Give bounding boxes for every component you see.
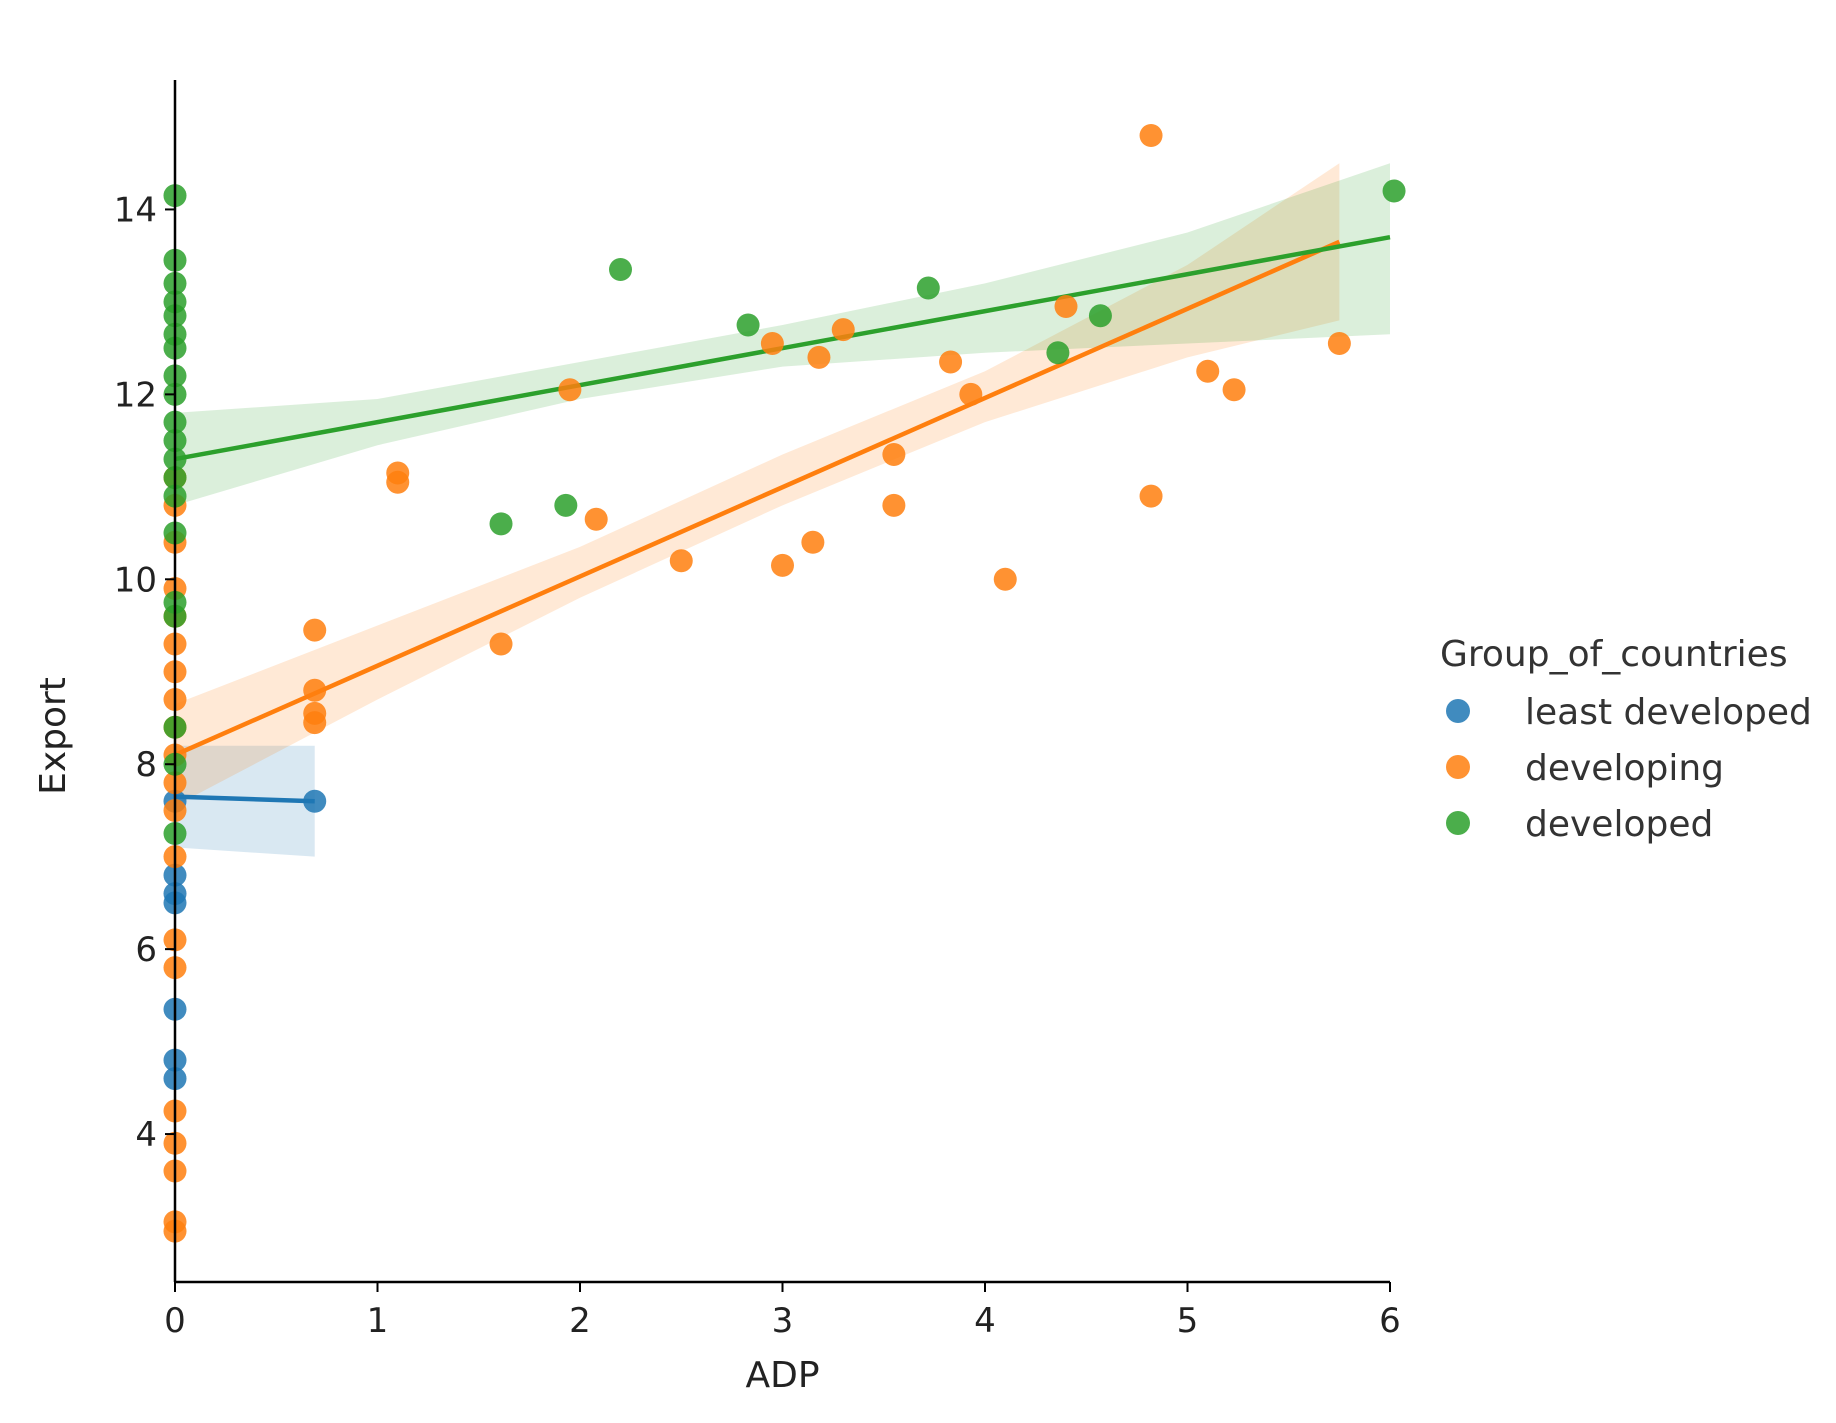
- developed-data-point: [1088, 304, 1112, 328]
- developed-legend-marker: [1446, 811, 1470, 835]
- developing-data-point: [807, 345, 831, 369]
- least-developed-legend-marker: [1446, 699, 1470, 723]
- developing-data-point: [1222, 378, 1246, 402]
- least-developed-regression-line: [174, 794, 315, 804]
- developing-data-point: [489, 632, 513, 656]
- developing-data-point: [1196, 359, 1220, 383]
- x-tick-label: 3: [772, 1301, 794, 1341]
- least-developed-confidence-band: [175, 745, 315, 857]
- developing-data-point: [882, 442, 906, 466]
- developing-regression-line: [174, 239, 1341, 758]
- x-tick-label: 0: [164, 1301, 186, 1341]
- developing-data-point: [959, 382, 983, 406]
- y-tick-label: 14: [114, 190, 157, 230]
- developing-data-point: [558, 378, 582, 402]
- developing-data-point: [1327, 332, 1351, 356]
- developed-legend-label: developed: [1525, 804, 1713, 845]
- developed-data-point: [489, 512, 513, 536]
- developing-data-point: [1054, 295, 1078, 319]
- legend: Group_of_countries least developed develo…: [1440, 634, 1812, 845]
- y-ticks: 4 6 8 10 12 14: [114, 190, 175, 1155]
- developed-data-point: [609, 258, 632, 282]
- y-tick-label: 8: [135, 745, 157, 785]
- y-tick-label: 10: [114, 560, 157, 600]
- developed-confidence-band: [175, 163, 1390, 506]
- developing-confidence-band: [175, 163, 1340, 806]
- developed-data-point: [1046, 341, 1070, 365]
- developing-data-point: [303, 711, 327, 735]
- confidence-bands: [175, 163, 1390, 857]
- y-axis-label: Export: [33, 677, 74, 795]
- developed-data-point: [736, 313, 760, 337]
- x-ticks: 0 1 2 3 4 5 6: [164, 1282, 1401, 1341]
- developed-data-point: [916, 276, 940, 300]
- x-axis-label: ADP: [745, 1355, 819, 1396]
- y-tick-label: 4: [135, 1115, 157, 1155]
- y-tick-label: 6: [135, 930, 157, 970]
- developing-data-point: [303, 618, 327, 642]
- legend-title: Group_of_countries: [1440, 634, 1788, 675]
- developing-data-point: [882, 493, 906, 517]
- developing-data-point: [669, 549, 693, 573]
- developing-data-point: [584, 507, 608, 531]
- x-tick-label: 4: [974, 1301, 996, 1341]
- developing-data-point: [993, 567, 1017, 591]
- x-tick-label: 1: [367, 1301, 389, 1341]
- x-tick-label: 6: [1379, 1301, 1401, 1341]
- least-developed-data-point: [303, 789, 327, 813]
- developing-data-point: [1139, 484, 1163, 508]
- legend-items: least developed developing developed: [1446, 692, 1812, 845]
- developing-legend-marker: [1446, 755, 1470, 779]
- developing-data-point: [801, 530, 825, 554]
- x-tick-label: 5: [1177, 1301, 1199, 1341]
- developing-data-point: [386, 470, 410, 494]
- developed-data-point: [554, 493, 578, 517]
- developing-data-point: [303, 678, 327, 702]
- developed-data-point: [1382, 179, 1406, 203]
- y-tick-label: 12: [114, 375, 157, 415]
- developing-data-point: [1139, 123, 1163, 147]
- developing-data-point: [771, 553, 794, 577]
- developing-data-point: [760, 332, 784, 356]
- least-developed-legend-label: least developed: [1525, 692, 1812, 733]
- x-tick-label: 2: [569, 1301, 591, 1341]
- developing-legend-label: developing: [1525, 748, 1724, 789]
- developing-data-point: [831, 318, 855, 342]
- developing-data-point: [939, 350, 963, 374]
